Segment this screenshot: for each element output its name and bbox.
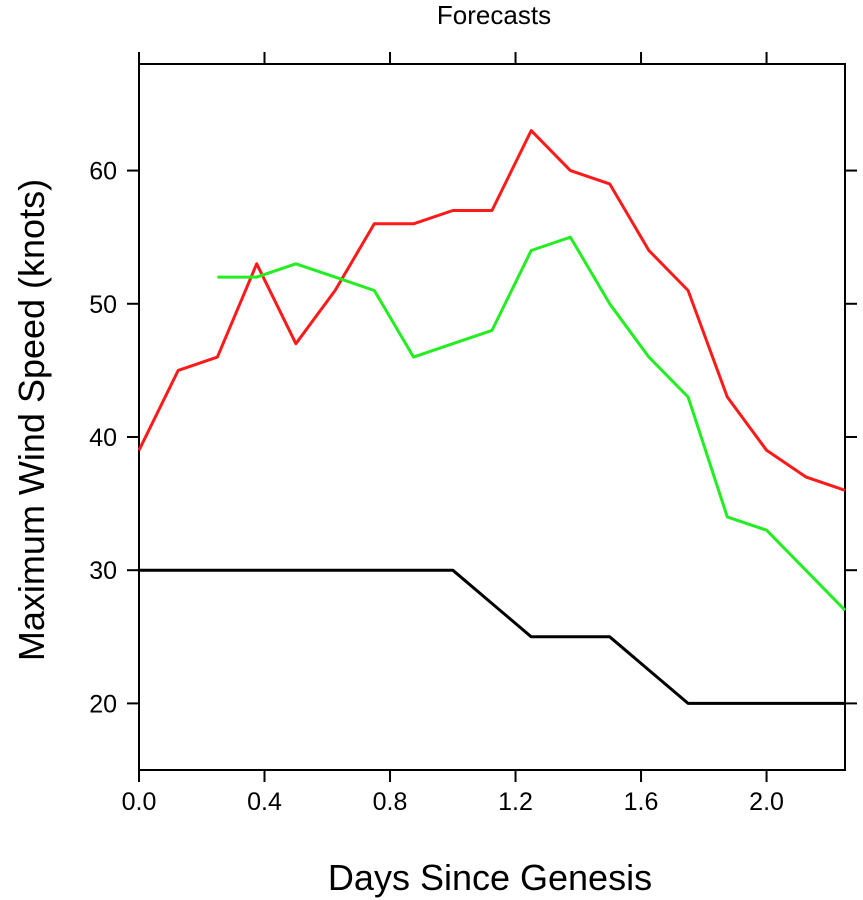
series-lines [137, 129, 847, 705]
y-tick-labels: 20 30 40 50 60 [89, 158, 117, 719]
x-axis-title: Days Since Genesis [328, 857, 652, 898]
plot-frame [138, 63, 846, 771]
series-line-3 [139, 568, 845, 705]
axis-ticks [127, 52, 857, 782]
y-tick-label: 50 [89, 291, 117, 319]
y-tick-label: 40 [89, 424, 117, 452]
series-line-2 [217, 235, 847, 612]
x-tick-label: 1.6 [624, 788, 659, 816]
x-tick-label: 0.8 [373, 788, 408, 816]
x-tick-label: 0.4 [247, 788, 282, 816]
series-line-1 [137, 129, 846, 492]
y-tick-label: 30 [89, 557, 117, 585]
x-tick-label: 1.2 [498, 788, 533, 816]
y-tick-label: 20 [89, 690, 117, 718]
y-axis-title: Maximum Wind Speed (knots) [11, 179, 52, 661]
x-tick-label: 0.0 [122, 788, 157, 816]
x-tick-label: 2.0 [749, 788, 784, 816]
chart-title: Forecasts [437, 0, 551, 30]
x-tick-labels: 0.0 0.4 0.8 1.2 1.6 2.0 [122, 788, 784, 816]
y-tick-label: 60 [89, 158, 117, 186]
